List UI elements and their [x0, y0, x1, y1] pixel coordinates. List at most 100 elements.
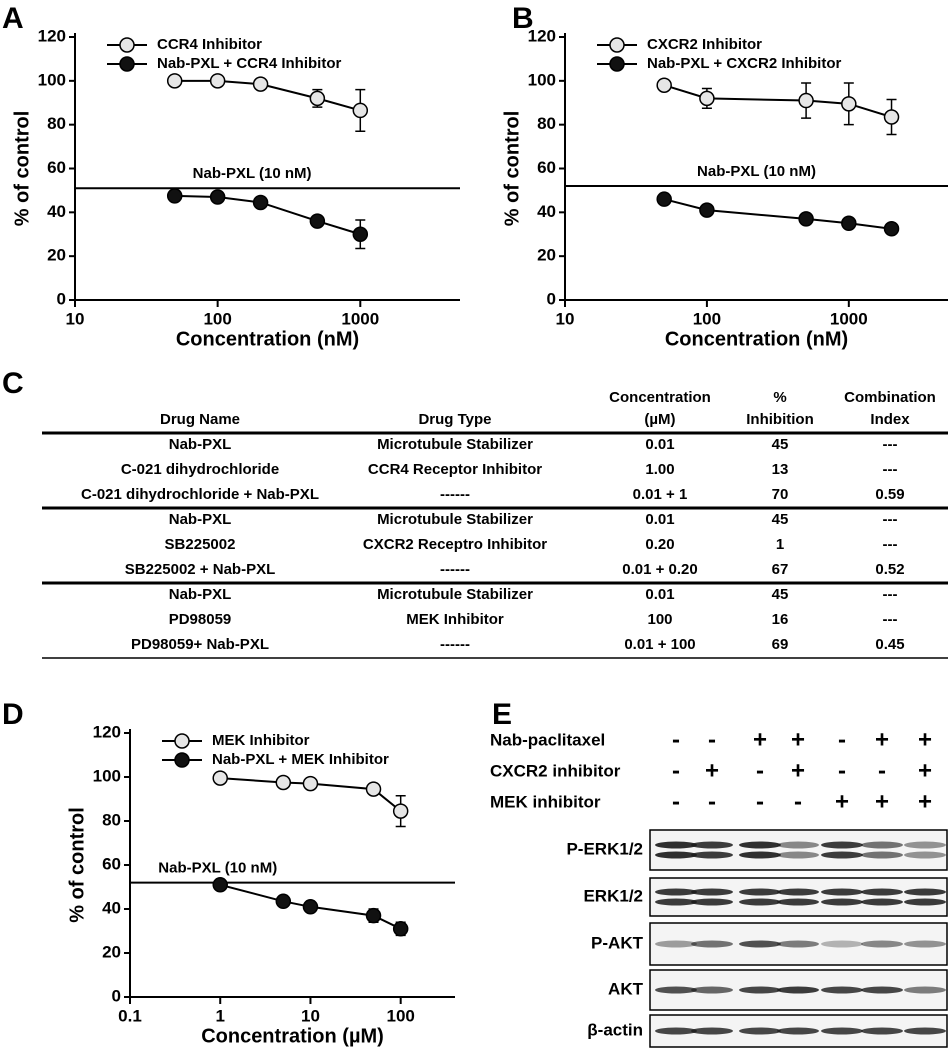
table-cell: SB225002 + Nab-PXL — [125, 561, 276, 578]
band — [904, 851, 946, 859]
table-cell: Microtubule Stabilizer — [377, 436, 533, 453]
column-header: (µM) — [644, 411, 675, 428]
data-point — [841, 96, 857, 112]
y-tick-label: 20 — [47, 246, 66, 265]
blot-frame — [649, 877, 948, 917]
data-point — [166, 188, 183, 204]
condition-sign: - — [708, 788, 716, 815]
table-cell: 16 — [772, 611, 789, 628]
data-point — [883, 109, 900, 125]
data-point — [309, 213, 326, 229]
data-point — [166, 73, 183, 89]
y-axis-label: % of control — [66, 807, 88, 923]
data-point — [275, 893, 292, 910]
band-label: P-ERK1/2 — [566, 839, 643, 858]
band — [655, 888, 697, 896]
column-header: Drug Type — [418, 411, 491, 428]
band-label: AKT — [608, 979, 644, 998]
table-cell: CXCR2 Receptro Inhibitor — [363, 536, 547, 553]
table-cell: 67 — [772, 561, 789, 578]
y-tick-label: 80 — [102, 810, 121, 829]
band — [691, 841, 733, 849]
column-header: Combination — [844, 389, 936, 406]
data-point — [309, 90, 326, 107]
data-point — [656, 77, 672, 93]
x-tick-label: 100 — [386, 1006, 414, 1025]
table-cell: Nab-PXL — [169, 586, 232, 603]
condition-sign: - — [672, 757, 680, 784]
band-label: β-actin — [587, 1020, 643, 1039]
table-cell: C-021 dihydrochloride — [121, 461, 279, 478]
table-cell: 69 — [772, 636, 789, 653]
panel-label: D — [2, 698, 24, 731]
condition-sign: + — [918, 726, 932, 753]
band — [904, 986, 946, 994]
table-cell: --- — [883, 436, 898, 453]
table-cell: Microtubule Stabilizer — [377, 586, 533, 603]
band — [777, 888, 819, 896]
band — [777, 898, 819, 906]
data-point — [883, 221, 900, 237]
y-tick-label: 40 — [537, 202, 556, 221]
x-tick-label: 1000 — [341, 309, 379, 328]
data-point — [798, 92, 814, 109]
table-cell: --- — [883, 611, 898, 628]
table-cell: 0.01 — [645, 436, 674, 453]
band — [691, 940, 733, 948]
condition-sign: - — [756, 757, 764, 784]
data-point — [365, 781, 382, 797]
legend-marker — [119, 56, 135, 72]
band — [861, 888, 903, 896]
condition-label: Nab-paclitaxel — [490, 730, 605, 749]
y-tick-label: 20 — [537, 246, 556, 265]
column-header: % — [773, 389, 786, 406]
band — [691, 986, 733, 994]
table-cell: 0.01 — [645, 586, 674, 603]
condition-sign: + — [875, 788, 889, 815]
legend-label: Nab-PXL + CCR4 Inhibitor — [157, 55, 341, 72]
table-cell: 100 — [647, 611, 672, 628]
band — [655, 1027, 697, 1035]
data-point — [656, 191, 672, 207]
band — [691, 888, 733, 896]
condition-sign: + — [835, 788, 849, 815]
condition-sign: - — [878, 757, 886, 784]
band — [861, 986, 903, 994]
condition-sign: - — [756, 788, 764, 815]
x-axis-label: Concentration (µM) — [201, 1025, 384, 1047]
table-cell: C-021 dihydrochloride + Nab-PXL — [81, 486, 319, 503]
y-tick-label: 0 — [112, 986, 121, 1005]
x-tick-label: 100 — [693, 309, 721, 328]
table-cell: ------ — [440, 636, 470, 653]
data-point — [275, 774, 292, 791]
legend-label: Nab-PXL + MEK Inhibitor — [212, 751, 389, 768]
legend-marker — [174, 752, 190, 768]
legend-label: Nab-PXL + CXCR2 Inhibitor — [647, 55, 841, 72]
column-header: Index — [870, 411, 910, 428]
condition-sign: + — [791, 757, 805, 784]
table-cell: 0.01 — [645, 511, 674, 528]
band — [777, 841, 819, 849]
band — [739, 841, 781, 849]
y-axis-label: % of control — [11, 111, 33, 227]
panel-label: C — [2, 367, 24, 400]
condition-sign: - — [672, 726, 680, 753]
band — [739, 1027, 781, 1035]
condition-sign: + — [918, 788, 932, 815]
data-point — [212, 770, 228, 786]
table-cell: ------ — [440, 561, 470, 578]
band — [739, 940, 781, 948]
band — [821, 986, 863, 994]
x-axis-label: Concentration (nM) — [665, 328, 848, 350]
legend-marker — [119, 37, 135, 53]
table-cell: --- — [883, 586, 898, 603]
table-cell: 45 — [772, 586, 789, 603]
y-tick-label: 120 — [93, 722, 121, 741]
band — [821, 851, 863, 859]
condition-sign: + — [875, 726, 889, 753]
column-header: Inhibition — [746, 411, 813, 428]
column-header: Drug Name — [160, 411, 240, 428]
condition-sign: + — [705, 757, 719, 784]
condition-sign: - — [672, 788, 680, 815]
